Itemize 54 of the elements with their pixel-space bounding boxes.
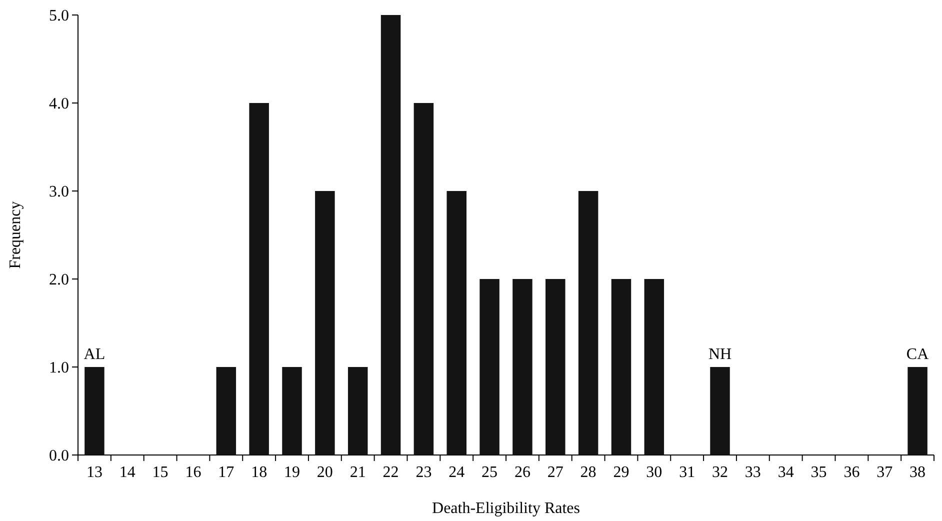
- y-tick-label: 0.0: [49, 448, 69, 465]
- bar: [414, 103, 434, 455]
- bar: [512, 279, 532, 455]
- x-tick-label: 32: [712, 464, 728, 481]
- annotation: CA: [906, 346, 930, 363]
- x-tick-label: 21: [350, 464, 366, 481]
- x-tick-label: 29: [613, 464, 630, 481]
- x-tick-label: 20: [316, 464, 333, 481]
- bar: [908, 367, 928, 455]
- bar: [84, 367, 104, 455]
- annotation: NH: [708, 346, 732, 363]
- x-tick-label: 22: [382, 464, 399, 481]
- x-tick-label: 31: [679, 464, 696, 481]
- annotation: AL: [84, 346, 106, 363]
- bar: [315, 191, 335, 455]
- x-tick-label: 17: [218, 464, 234, 481]
- x-tick-label: 27: [547, 464, 564, 481]
- bar: [546, 279, 566, 455]
- y-tick-label: 3.0: [49, 184, 69, 201]
- bar: [611, 279, 632, 455]
- bar: [644, 279, 664, 455]
- x-tick-label: 19: [284, 464, 300, 481]
- y-tick-label: 5.0: [49, 8, 69, 25]
- x-tick-label: 37: [876, 464, 893, 481]
- x-tick-label: 18: [251, 464, 268, 481]
- x-tick-label: 15: [152, 464, 168, 481]
- x-tick-label: 23: [416, 464, 432, 481]
- x-tick-label: 38: [910, 464, 926, 481]
- y-tick-label: 4.0: [49, 96, 69, 113]
- bar: [282, 367, 302, 455]
- y-axis-title: Frequency: [7, 201, 24, 269]
- y-tick-label: 1.0: [49, 360, 69, 377]
- x-tick-label: 16: [185, 464, 202, 481]
- bar: [480, 279, 500, 455]
- x-tick-label: 33: [744, 464, 761, 481]
- x-axis-title: Death-Eligibility Rates: [432, 500, 580, 517]
- bar: [710, 367, 730, 455]
- x-tick-label: 34: [778, 464, 794, 481]
- bar: [578, 191, 598, 455]
- bar: [216, 367, 236, 455]
- x-tick-label: 13: [86, 464, 102, 481]
- x-tick-label: 30: [646, 464, 662, 481]
- x-tick-label: 36: [844, 464, 860, 481]
- x-tick-label: 28: [580, 464, 596, 481]
- x-tick-label: 25: [482, 464, 498, 481]
- x-tick-label: 26: [514, 464, 530, 481]
- x-tick-label: 35: [810, 464, 827, 481]
- bar: [249, 103, 269, 455]
- bar: [380, 15, 401, 455]
- y-tick-label: 2.0: [49, 272, 69, 289]
- x-tick-label: 24: [448, 464, 465, 481]
- bar: [348, 367, 368, 455]
- x-tick-label: 14: [119, 464, 136, 481]
- bar: [446, 191, 466, 455]
